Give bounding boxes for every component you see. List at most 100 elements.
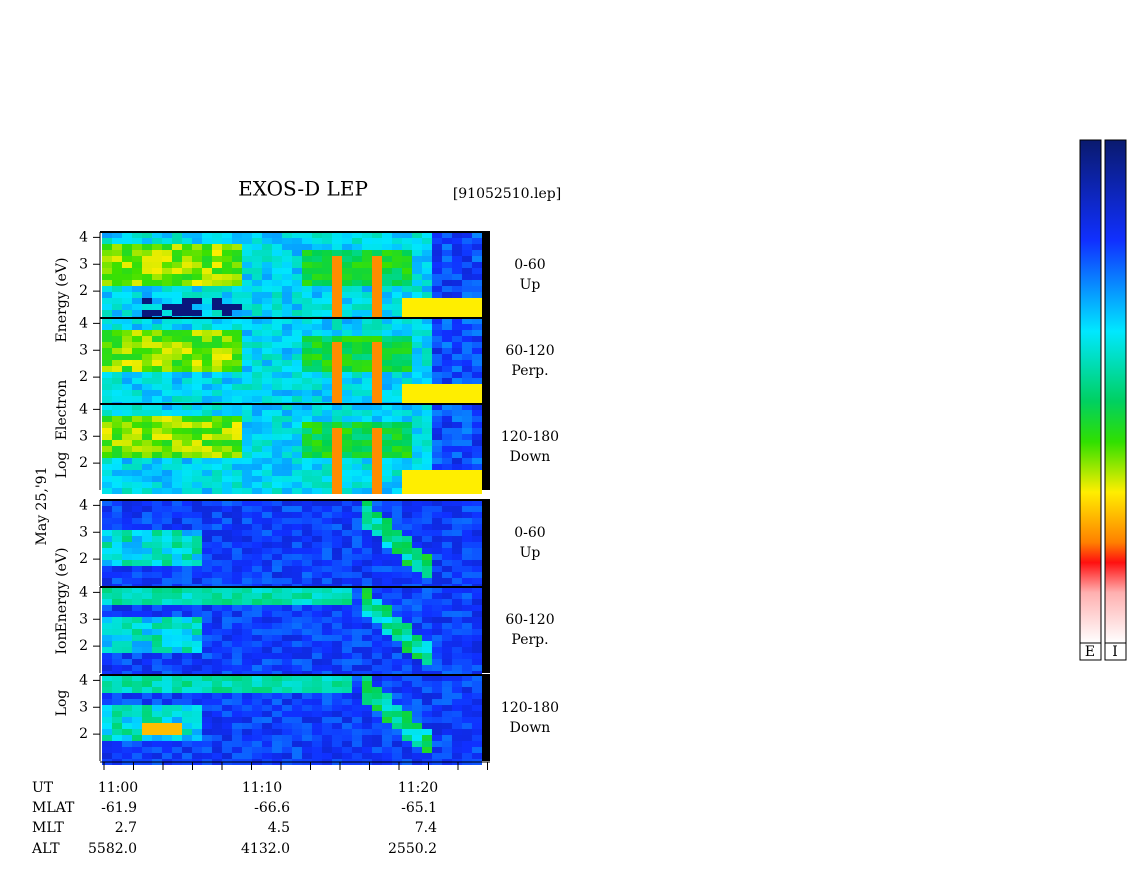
spectrum-cell bbox=[252, 298, 262, 304]
spectrum-cell bbox=[432, 699, 442, 705]
spectrum-cell bbox=[222, 536, 232, 542]
spectrum-cell bbox=[182, 717, 192, 723]
spectrum-cell bbox=[192, 729, 202, 735]
spectrum-cell bbox=[262, 518, 272, 524]
spectrum-cell bbox=[462, 536, 472, 542]
spectrum-cell bbox=[472, 536, 482, 542]
y-axis-label: Energy (eV) bbox=[54, 548, 70, 633]
spectrum-cell bbox=[112, 310, 122, 316]
spectrum-cell bbox=[212, 390, 222, 396]
spectrum-cell bbox=[172, 611, 182, 617]
spectrum-cell bbox=[472, 336, 482, 342]
spectrum-cell bbox=[322, 378, 332, 384]
spectrum-cell bbox=[112, 378, 122, 384]
spectrum-cell bbox=[462, 268, 472, 274]
spectrum-cell bbox=[142, 378, 152, 384]
spectrum-cell bbox=[202, 524, 212, 530]
spectrum-cell bbox=[432, 342, 442, 348]
spectrum-cell bbox=[462, 488, 472, 494]
spectrum-cell bbox=[172, 530, 182, 536]
spectrum-cell bbox=[402, 629, 412, 635]
spectrum-cell bbox=[252, 506, 262, 512]
spectrum-cell bbox=[112, 396, 122, 402]
spectrum-cell bbox=[452, 280, 462, 286]
spectrum-cell bbox=[292, 470, 302, 476]
spectrum-cell bbox=[112, 587, 122, 593]
spectrum-cell bbox=[332, 711, 342, 717]
spectrum-cell bbox=[412, 464, 422, 470]
spectrum-cell bbox=[412, 292, 422, 298]
spectrum-cell bbox=[152, 524, 162, 530]
spectrum-cell bbox=[362, 452, 372, 458]
spectrum-cell bbox=[402, 560, 412, 566]
spectrum-cell bbox=[212, 298, 222, 304]
spectrum-cell bbox=[442, 286, 452, 292]
spectrum-cell bbox=[422, 665, 432, 671]
spectrum-cell bbox=[352, 587, 362, 593]
spectrum-cell bbox=[262, 641, 272, 647]
spectrum-cell bbox=[272, 687, 282, 693]
spectrum-cell bbox=[132, 560, 142, 566]
spectrum-cell bbox=[332, 599, 342, 605]
spectrum-cell bbox=[352, 488, 362, 494]
spectrum-cell bbox=[402, 256, 412, 262]
spectrum-cell bbox=[362, 623, 372, 629]
spectrum-cell bbox=[252, 342, 262, 348]
spectrum-cell bbox=[352, 256, 362, 262]
spectrum-cell bbox=[252, 623, 262, 629]
spectrum-cell bbox=[162, 747, 172, 753]
spectrum-cell bbox=[362, 518, 372, 524]
spectrum-cell bbox=[282, 560, 292, 566]
spectrum-cell bbox=[282, 390, 292, 396]
spectrum-cell bbox=[472, 723, 482, 729]
spectrum-cell bbox=[192, 336, 202, 342]
spectrum-cell bbox=[172, 446, 182, 452]
y-axis-label: Ion bbox=[54, 632, 70, 655]
spectrum-cell bbox=[242, 262, 252, 268]
spectrum-cell bbox=[142, 390, 152, 396]
spectrum-cell bbox=[302, 458, 312, 464]
spectrum-cell bbox=[472, 587, 482, 593]
spectrum-cell bbox=[202, 647, 212, 653]
spectrum-cell bbox=[232, 310, 242, 316]
spectrum-cell bbox=[472, 378, 482, 384]
spectrum-cell bbox=[232, 274, 242, 280]
spectrum-cell bbox=[132, 611, 142, 617]
spectrum-cell bbox=[302, 593, 312, 599]
spectrum-cell bbox=[102, 629, 112, 635]
spectrum-cell bbox=[342, 653, 352, 659]
spectrum-cell bbox=[142, 524, 152, 530]
spectrum-cell bbox=[192, 286, 202, 292]
spectrum-cell bbox=[472, 647, 482, 653]
spectrum-cell bbox=[362, 717, 372, 723]
spectrum-cell bbox=[402, 542, 412, 548]
spectrum-cell bbox=[342, 292, 352, 298]
spectrum-cell bbox=[432, 324, 442, 330]
spectrum-cell bbox=[432, 330, 442, 336]
spectrum-cell bbox=[152, 470, 162, 476]
spectrum-cell bbox=[352, 446, 362, 452]
spectrum-cell bbox=[242, 518, 252, 524]
spectrum-cell bbox=[172, 599, 182, 605]
spectrum-cell bbox=[212, 304, 222, 310]
spectrum-cell bbox=[232, 324, 242, 330]
spectrum-cell bbox=[382, 753, 392, 759]
spectrum-cell bbox=[202, 446, 212, 452]
spectrum-cell bbox=[102, 360, 112, 366]
spectrum-cell bbox=[462, 360, 472, 366]
spectrum-cell bbox=[422, 542, 432, 548]
spectrum-cell bbox=[232, 280, 242, 286]
spectrum-cell bbox=[372, 611, 382, 617]
spectrum-cell bbox=[352, 274, 362, 280]
spectrum-cell bbox=[102, 310, 112, 316]
spectrum-cell bbox=[122, 647, 132, 653]
spectrum-cell bbox=[252, 735, 262, 741]
spectrum-cell bbox=[142, 617, 152, 623]
spectrum-cell bbox=[102, 232, 112, 238]
spectrum-cell bbox=[282, 310, 292, 316]
spectrum-cell bbox=[242, 416, 252, 422]
spectrum-cell bbox=[432, 536, 442, 542]
spectrum-cell bbox=[462, 747, 472, 753]
spectrum-cell bbox=[422, 390, 432, 396]
spectrum-cell bbox=[102, 735, 112, 741]
